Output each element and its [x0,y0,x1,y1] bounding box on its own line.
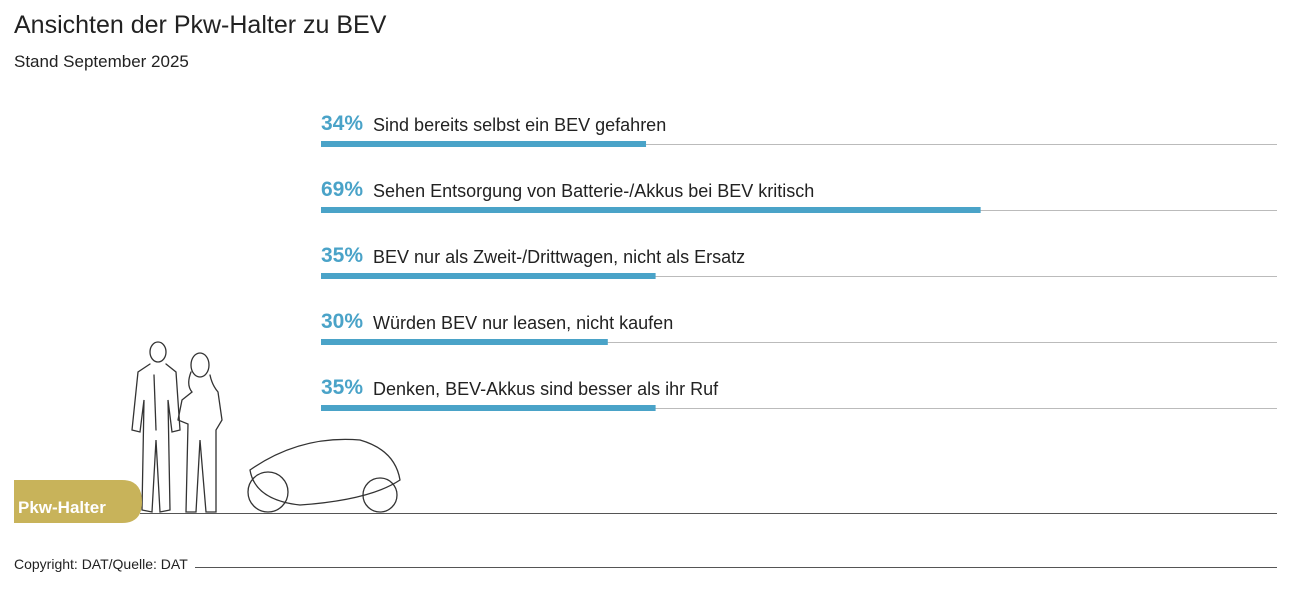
bar [321,339,608,345]
bar [321,273,656,279]
badge-label: Pkw-Halter [18,498,106,517]
badge [14,480,142,523]
bar [321,141,647,147]
chart-subtitle: Stand September 2025 [14,52,189,71]
category-label: Denken, BEV-Akkus sind besser als ihr Ru… [373,379,719,399]
category-label: Würden BEV nur leasen, nicht kaufen [373,313,673,333]
category-label: Sind bereits selbst ein BEV gefahren [373,115,666,135]
value-label: 35% [321,376,363,399]
chart-title: Ansichten der Pkw-Halter zu BEV [14,11,387,39]
value-label: 35% [321,244,363,267]
bar [321,405,656,411]
value-label: 69% [321,178,363,201]
bar [321,207,981,213]
illustration [131,341,401,513]
category-label: Sehen Entsorgung von Batterie-/Akkus bei… [373,181,814,201]
value-label: 34% [321,112,363,135]
category-label: BEV nur als Zweit-/Drittwagen, nicht als… [373,247,745,267]
value-label: 30% [321,310,363,333]
source: Copyright: DAT/Quelle: DAT [14,556,188,572]
